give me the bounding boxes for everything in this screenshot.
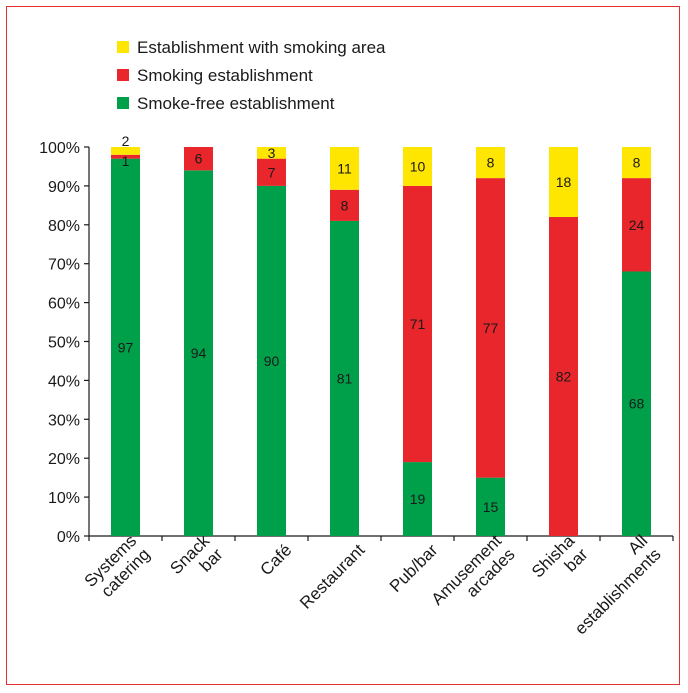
bar-segment <box>549 217 578 536</box>
y-tick-label: 40% <box>48 373 80 390</box>
data-label: 19 <box>410 491 426 507</box>
data-label: 8 <box>341 197 349 213</box>
data-label: 10 <box>410 158 426 174</box>
bar-segment <box>330 220 359 536</box>
legend-swatch <box>117 97 129 109</box>
bar-segment <box>476 147 505 179</box>
x-category-label: Pub/bar <box>386 540 442 596</box>
y-tick-label: 90% <box>48 179 80 196</box>
category-labels: Systemscatering Snackbar Café Restaurant Pub… <box>81 531 665 638</box>
data-label: 15 <box>483 499 499 515</box>
svg-text:Restaurant: Restaurant <box>296 540 368 612</box>
svg-text:Café: Café <box>257 540 296 579</box>
data-label: 97 <box>118 339 134 355</box>
svg-text:Snackbar: Snackbar <box>166 531 227 592</box>
legend-label: Smoking establishment <box>137 66 313 85</box>
bar-segment <box>549 147 578 218</box>
bar-segment <box>330 189 359 221</box>
bar-segment <box>184 170 213 536</box>
bar-segment <box>403 185 432 463</box>
x-category-label: Snackbar <box>166 531 227 592</box>
bar-segment <box>330 147 359 190</box>
bar-segment <box>111 158 140 537</box>
bar-segment <box>257 147 286 159</box>
svg-text:Systemscatering: Systemscatering <box>81 531 154 604</box>
bar-segment <box>622 271 651 536</box>
x-category-label: Shishabar <box>528 531 592 595</box>
bar-segment <box>476 178 505 478</box>
data-label: 94 <box>191 345 207 361</box>
bar-segment <box>622 178 651 272</box>
bars: 97 1 2 94 6 90 7 3 81 8 11 19 71 10 15 77 8 82 18 68 24 8 <box>111 133 651 537</box>
x-category-label: Amusementarcades <box>428 531 519 622</box>
data-label: 18 <box>556 174 572 190</box>
y-tick-label: 100% <box>39 140 80 157</box>
y-tick-label: 0% <box>57 529 80 546</box>
bar-segment <box>257 158 286 186</box>
data-label: 82 <box>556 369 572 385</box>
bar-segment <box>257 185 286 536</box>
x-category-label: Café <box>257 540 296 579</box>
svg-text:Amusementarcades: Amusementarcades <box>428 531 519 622</box>
legend-swatch <box>117 41 129 53</box>
data-label: 6 <box>195 151 203 167</box>
legend-label: Smoke-free establishment <box>137 94 335 113</box>
data-label: 77 <box>483 320 499 336</box>
y-tick-label: 80% <box>48 218 80 235</box>
bar-segment <box>403 462 432 536</box>
svg-text:Shishabar: Shishabar <box>528 531 592 595</box>
bar-segment <box>476 477 505 536</box>
legend-swatch <box>117 69 129 81</box>
legend: Establishment with smoking area Smoking e… <box>117 38 386 113</box>
data-label: 24 <box>629 217 645 233</box>
data-label: 68 <box>629 396 645 412</box>
svg-text:Pub/bar: Pub/bar <box>386 540 442 596</box>
x-category-label: Restaurant <box>296 540 368 612</box>
y-tick-label: 30% <box>48 412 80 429</box>
y-tick-label: 20% <box>48 451 80 468</box>
data-label: 1 <box>122 153 130 169</box>
data-label: 8 <box>633 155 641 171</box>
x-category-label: Systemscatering <box>81 531 154 604</box>
bar-segment <box>403 147 432 186</box>
bar-segment <box>111 154 140 159</box>
bar-segment <box>184 147 213 171</box>
legend-label: Establishment with smoking area <box>137 38 386 57</box>
data-label: 7 <box>268 164 276 180</box>
bar-segment <box>622 147 651 179</box>
data-label: 2 <box>122 133 130 149</box>
y-tick-label: 60% <box>48 296 80 313</box>
bar-segment <box>111 147 140 155</box>
data-label: 71 <box>410 316 426 332</box>
data-label: 11 <box>337 160 352 176</box>
y-tick-label: 50% <box>48 335 80 352</box>
y-tick-label: 70% <box>48 257 80 274</box>
data-label: 8 <box>487 155 495 171</box>
data-label: 90 <box>264 353 280 369</box>
data-label: 3 <box>268 145 276 161</box>
data-label: 81 <box>337 370 353 386</box>
y-tick-label: 10% <box>48 490 80 507</box>
